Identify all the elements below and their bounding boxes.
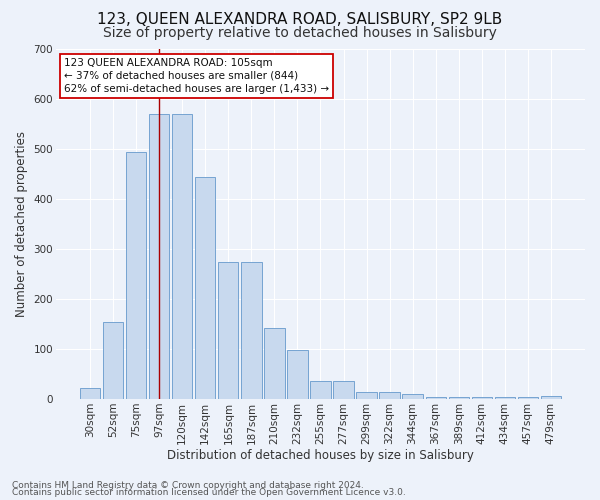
Bar: [218, 262, 238, 399]
Bar: [195, 176, 215, 399]
Text: Contains public sector information licensed under the Open Government Licence v3: Contains public sector information licen…: [12, 488, 406, 497]
X-axis label: Distribution of detached houses by size in Salisbury: Distribution of detached houses by size …: [167, 450, 474, 462]
Text: Size of property relative to detached houses in Salisbury: Size of property relative to detached ho…: [103, 26, 497, 40]
Bar: [103, 322, 124, 399]
Bar: [149, 114, 169, 399]
Bar: [449, 396, 469, 399]
Bar: [518, 396, 538, 399]
Bar: [334, 380, 353, 399]
Bar: [241, 262, 262, 399]
Text: 123, QUEEN ALEXANDRA ROAD, SALISBURY, SP2 9LB: 123, QUEEN ALEXANDRA ROAD, SALISBURY, SP…: [97, 12, 503, 28]
Text: 123 QUEEN ALEXANDRA ROAD: 105sqm
← 37% of detached houses are smaller (844)
62% : 123 QUEEN ALEXANDRA ROAD: 105sqm ← 37% o…: [64, 58, 329, 94]
Bar: [126, 152, 146, 399]
Bar: [310, 380, 331, 399]
Y-axis label: Number of detached properties: Number of detached properties: [15, 131, 28, 317]
Bar: [403, 394, 423, 399]
Bar: [541, 396, 561, 399]
Text: Contains HM Land Registry data © Crown copyright and database right 2024.: Contains HM Land Registry data © Crown c…: [12, 481, 364, 490]
Bar: [379, 392, 400, 399]
Bar: [472, 396, 492, 399]
Bar: [172, 114, 193, 399]
Bar: [356, 392, 377, 399]
Bar: [494, 396, 515, 399]
Bar: [287, 350, 308, 399]
Bar: [264, 328, 284, 399]
Bar: [80, 388, 100, 399]
Bar: [425, 396, 446, 399]
